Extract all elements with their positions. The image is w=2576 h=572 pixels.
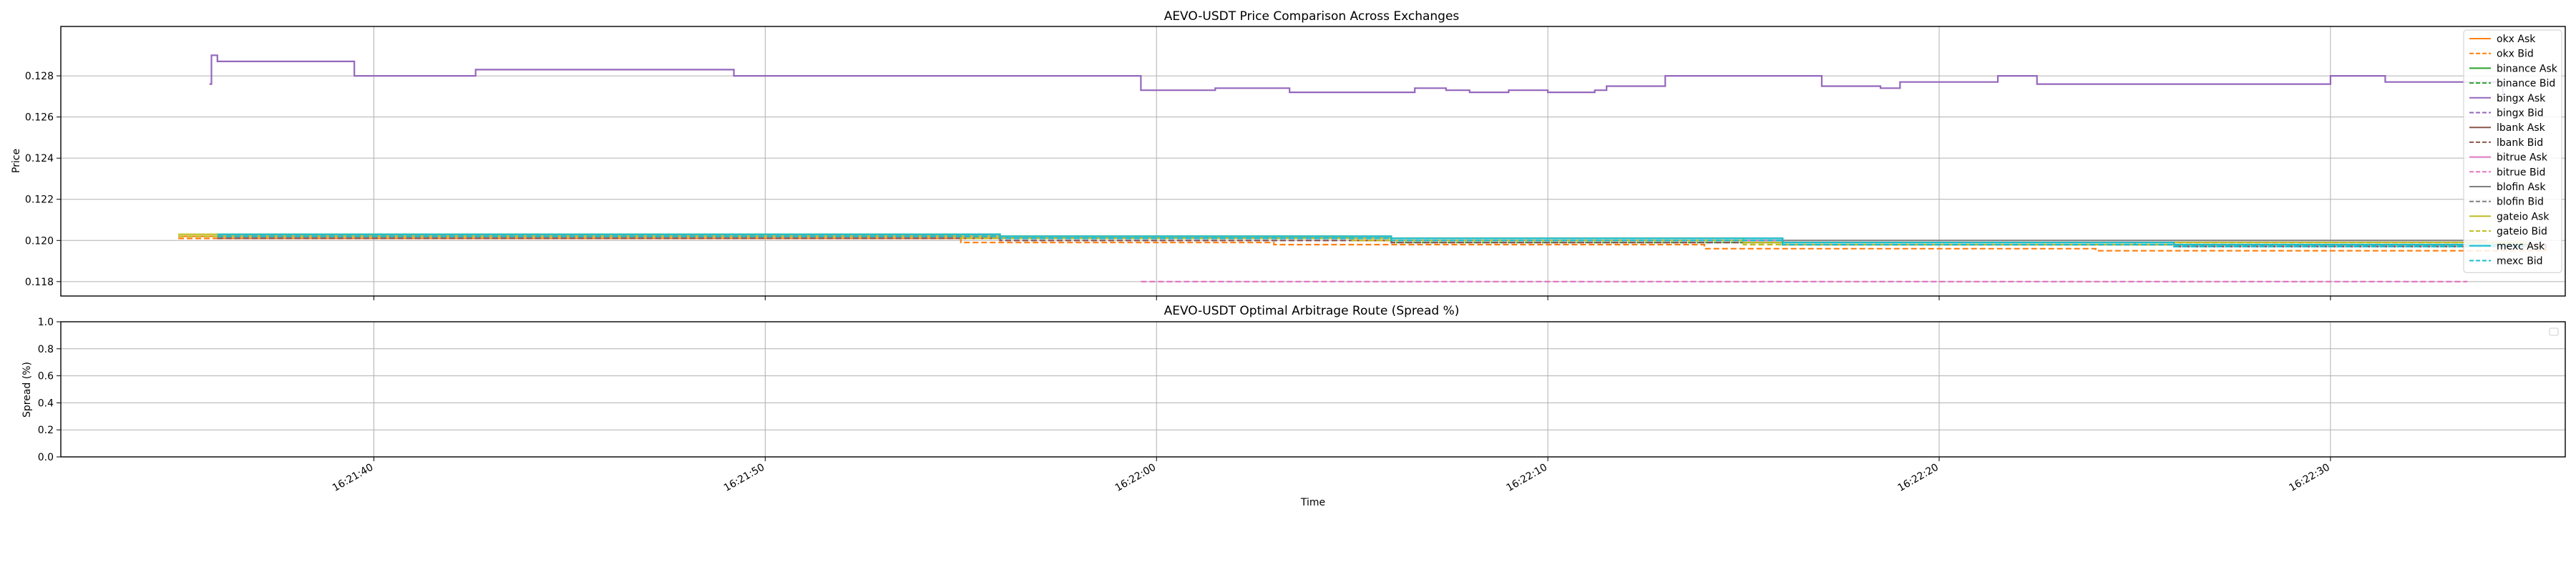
legend-label-bingx-bid: bingx Bid [2497, 108, 2544, 119]
legend-label-bitrue-ask: bitrue Ask [2497, 152, 2548, 164]
legend-label-okx-bid: okx Bid [2497, 49, 2534, 60]
price-y-tick-label: 0.126 [25, 112, 54, 124]
legend-label-mexc-ask: mexc Ask [2497, 241, 2545, 252]
legend-label-binance-bid: binance Bid [2497, 78, 2555, 89]
price-chart-title: AEVO-USDT Price Comparison Across Exchan… [1164, 9, 1460, 24]
legend-label-mexc-bid: mexc Bid [2497, 256, 2543, 267]
legend-label-bitrue-bid: bitrue Bid [2497, 167, 2545, 178]
spread-chart-legend-box [2549, 327, 2559, 336]
spread-y-tick-label: 0.4 [38, 398, 54, 409]
legend-label-lbank-ask: lbank Ask [2497, 122, 2546, 134]
legend-label-lbank-bid: lbank Bid [2497, 137, 2543, 149]
spread-y-tick-label: 0.8 [38, 344, 54, 355]
price-y-tick-label: 0.128 [25, 71, 54, 82]
legend-label-binance-ask: binance Ask [2497, 63, 2558, 74]
legend-label-okx-ask: okx Ask [2497, 34, 2536, 45]
price-chart-legend: okx Ask okx Bid binance Ask binance Bid bing… [2463, 29, 2562, 273]
price-y-tick-label: 0.124 [25, 153, 54, 164]
legend-label-blofin-bid: blofin Bid [2497, 197, 2544, 208]
spread-chart-frame [60, 321, 2566, 458]
series-line-mexc-bid [217, 235, 2527, 247]
price-chart-series [178, 54, 2547, 282]
price-y-tick-label: 0.120 [25, 235, 54, 247]
series-line-mexc-ask [217, 233, 2527, 246]
price-chart-frame [60, 26, 2566, 297]
legend-label-blofin-ask: blofin Ask [2497, 182, 2546, 193]
price-chart-y-ticks: 0.118 0.120 0.122 0.124 0.126 0.128 [25, 71, 61, 288]
spread-y-tick-label: 0.6 [38, 371, 54, 383]
spread-chart-y-ticks: 0.0 0.2 0.4 0.6 0.8 1.0 [38, 317, 61, 463]
spread-chart-title: AEVO-USDT Optimal Arbitrage Route (Sprea… [1164, 304, 1460, 318]
series-line-bingx-ask [209, 54, 2504, 97]
price-y-tick-label: 0.118 [25, 277, 54, 288]
legend-label-bingx-ask: bingx Ask [2497, 93, 2546, 104]
price-y-tick-label: 0.122 [25, 194, 54, 206]
spread-y-tick-label: 1.0 [38, 317, 54, 328]
legend-label-gateio-ask: gateio Ask [2497, 211, 2550, 222]
price-chart-y-label: Price [11, 149, 22, 173]
spread-y-tick-label: 0.0 [38, 452, 54, 463]
legend-box [2463, 29, 2562, 273]
price-chart-x-ticks [374, 296, 2331, 300]
spread-chart-y-label: Spread (%) [21, 362, 33, 418]
spread-chart-x-label: Time [1300, 497, 1325, 508]
spread-y-tick-label: 0.2 [38, 425, 54, 436]
price-chart: AEVO-USDT Price Comparison Across Exchan… [11, 9, 2566, 300]
legend-label-gateio-bid: gateio Bid [2497, 226, 2547, 237]
